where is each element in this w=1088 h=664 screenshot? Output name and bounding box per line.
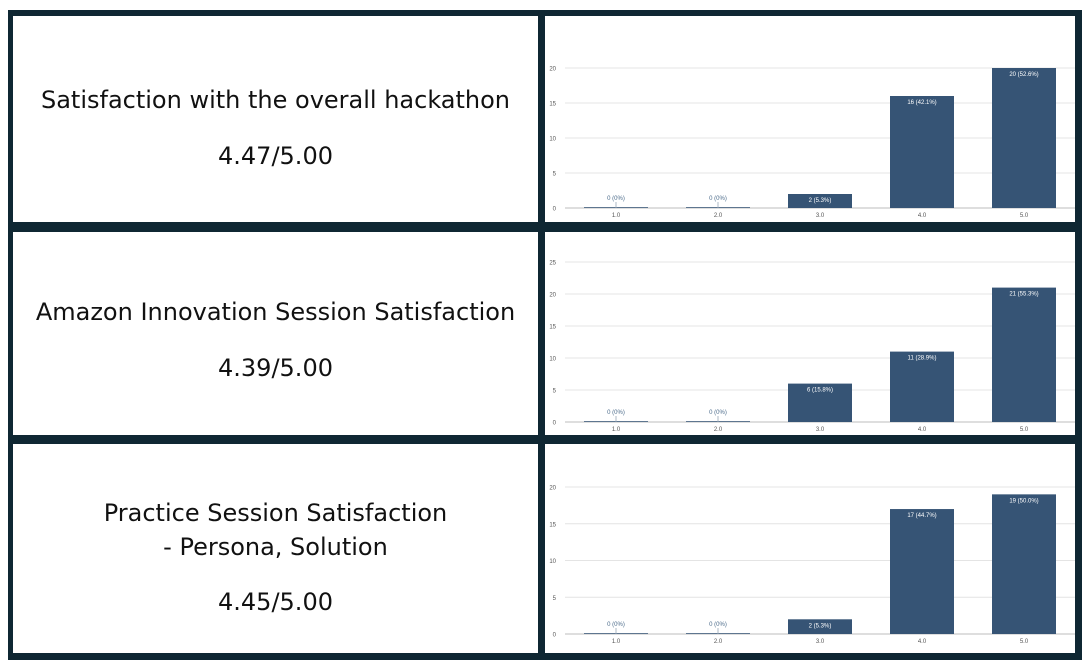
y-tick-label: 5 (553, 389, 557, 395)
bar-5.0 (992, 494, 1056, 634)
row-3-chart-panel: 0 5 10 15 20 0 (0%) 1.0 0 (0%) 2.0 2 (5.3%) 3.0 17 … (545, 444, 1075, 653)
x-tick-label: 2.0 (714, 639, 723, 645)
row-3-score: 4.45/5.00 (218, 588, 333, 616)
bar-3.0 (788, 194, 852, 208)
x-tick-label: 2.0 (714, 213, 723, 219)
x-tick-label: 3.0 (816, 427, 825, 433)
row-3-text-panel: Practice Session Satisfaction - Persona,… (13, 444, 538, 653)
data-label-5.0: 19 (50.0%) (1009, 498, 1038, 504)
x-tick-label: 2.0 (714, 427, 723, 433)
y-tick-label: 0 (553, 633, 557, 639)
y-tick-label: 10 (549, 137, 556, 143)
bar-3.0 (788, 383, 852, 422)
y-tick-label: 15 (549, 522, 556, 528)
y-tick-label: 10 (549, 559, 556, 565)
row-2-bar-chart: 0 5 10 15 20 25 0 (0%) 1.0 0 (0%) 2.0 6 (15.8%) 3.0… (549, 261, 1075, 433)
x-tick-label: 3.0 (816, 639, 825, 645)
row-1-title: Satisfaction with the overall hackathon (40, 86, 511, 114)
x-tick-label: 3.0 (816, 213, 825, 219)
row-1-score: 4.47/5.00 (218, 142, 333, 170)
y-tick-label: 20 (549, 67, 556, 73)
row-2-chart-panel: 0 5 10 15 20 25 0 (0%) 1.0 0 (0%) 2.0 6 (15.8%) 3.0… (545, 232, 1075, 435)
y-tick-label: 0 (553, 421, 557, 427)
row-1-text-panel: Satisfaction with the overall hackathon … (13, 16, 538, 222)
y-tick-label: 15 (549, 325, 556, 331)
bar-5.0 (992, 68, 1056, 208)
x-tick-label: 1.0 (612, 639, 621, 645)
row-1-bar-chart: 0 5 10 15 20 0 (0%) 1.0 0 (0%) 2.0 2 (5.3%) 3.0 16 … (549, 67, 1075, 219)
y-tick-label: 15 (549, 102, 556, 108)
data-label-3.0: 6 (15.8%) (807, 388, 833, 394)
data-label-3.0: 2 (5.3%) (809, 198, 832, 204)
x-tick-label: 4.0 (918, 213, 927, 219)
y-tick-label: 25 (549, 261, 556, 267)
data-label-2.0: 0 (0%) (709, 196, 727, 202)
bar-4.0 (890, 96, 954, 208)
data-label-5.0: 21 (55.3%) (1009, 292, 1038, 298)
row-3-title-line-1: Practice Session Satisfaction (103, 499, 448, 527)
x-tick-label: 4.0 (918, 427, 927, 433)
data-label-3.0: 2 (5.3%) (809, 623, 832, 629)
row-2-title: Amazon Innovation Session Satisfaction (35, 298, 516, 326)
y-tick-label: 5 (553, 596, 557, 602)
bar-3.0 (788, 619, 852, 634)
data-label-4.0: 17 (44.7%) (907, 513, 936, 519)
x-tick-label: 5.0 (1020, 639, 1029, 645)
x-tick-label: 5.0 (1020, 213, 1029, 219)
row-2-text-panel: Amazon Innovation Session Satisfaction 4… (13, 232, 538, 435)
y-tick-label: 0 (553, 207, 557, 213)
x-tick-label: 1.0 (612, 427, 621, 433)
x-tick-label: 1.0 (612, 213, 621, 219)
y-tick-label: 20 (549, 293, 556, 299)
data-label-1.0: 0 (0%) (607, 410, 625, 416)
y-tick-label: 10 (549, 357, 556, 363)
row-3-title-line-2: - Persona, Solution (163, 533, 388, 561)
y-tick-label: 20 (549, 486, 556, 492)
bar-4.0 (890, 351, 954, 422)
row-1-chart-panel: 0 5 10 15 20 0 (0%) 1.0 0 (0%) 2.0 2 (5.3%) 3.0 16 … (545, 16, 1075, 222)
bar-4.0 (890, 509, 954, 634)
data-label-4.0: 11 (28.9%) (908, 356, 937, 362)
data-label-1.0: 0 (0%) (607, 622, 625, 628)
data-label-2.0: 0 (0%) (709, 410, 727, 416)
data-label-5.0: 20 (52.6%) (1009, 72, 1038, 78)
row-2-score: 4.39/5.00 (218, 354, 333, 382)
row-3-bar-chart: 0 5 10 15 20 0 (0%) 1.0 0 (0%) 2.0 2 (5.3%) 3.0 17 … (549, 486, 1075, 645)
bar-5.0 (992, 287, 1056, 422)
data-label-1.0: 0 (0%) (607, 196, 625, 202)
data-label-2.0: 0 (0%) (709, 622, 727, 628)
y-tick-label: 5 (553, 172, 557, 178)
x-tick-label: 4.0 (918, 639, 927, 645)
x-tick-label: 5.0 (1020, 427, 1029, 433)
data-label-4.0: 16 (42.1%) (907, 100, 936, 106)
